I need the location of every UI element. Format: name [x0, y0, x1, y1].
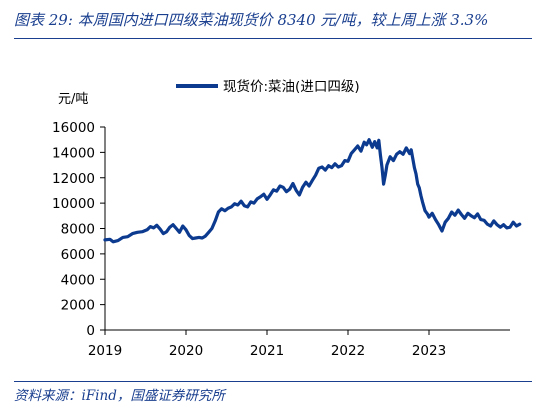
x-tick-label: 2019: [88, 343, 122, 359]
series-layer: [103, 138, 522, 244]
y-tick-label: 4000: [61, 272, 95, 288]
y-tick-label: 12000: [52, 171, 95, 187]
x-tick-label: 2021: [250, 343, 284, 359]
y-tick-label: 16000: [52, 120, 95, 136]
legend-label: 现货价:菜油(进口四级): [223, 78, 360, 95]
y-axis-ticks: 0 2000 4000 6000 8000 10000 12000 14000 16000: [52, 120, 105, 339]
source-note: 资料来源：iFind，国盛证券研究所: [14, 388, 225, 404]
x-tick-label: 2023: [412, 343, 446, 359]
y-tick-label: 8000: [61, 222, 95, 238]
y-axis-unit-label: 元/吨: [58, 92, 88, 107]
y-tick-label: 2000: [61, 298, 95, 314]
x-tick-label: 2020: [169, 343, 203, 359]
figure-title: 图表 29: 本周国内进口四级菜油现货价 8340 元/吨，较上周上涨 3.3%: [14, 11, 489, 29]
y-tick-label: 6000: [61, 247, 95, 263]
y-tick-label: 14000: [52, 145, 95, 161]
x-tick-label: 2022: [331, 343, 365, 359]
title-divider: [14, 38, 532, 39]
x-axis-ticks: 2019 2020 2021 2022 2023: [88, 330, 446, 359]
y-tick-label: 0: [86, 323, 95, 339]
line-chart: 元/吨 现货价:菜油(进口四级) 0 2000 4000 6000 8000 10000 1…: [52, 78, 522, 359]
y-tick-label: 10000: [52, 196, 95, 212]
source-divider: [14, 381, 532, 382]
series-line-rapeseed-oil-spot-price: [103, 138, 522, 244]
axes: [104, 127, 510, 331]
legend: 现货价:菜油(进口四级): [176, 78, 360, 95]
